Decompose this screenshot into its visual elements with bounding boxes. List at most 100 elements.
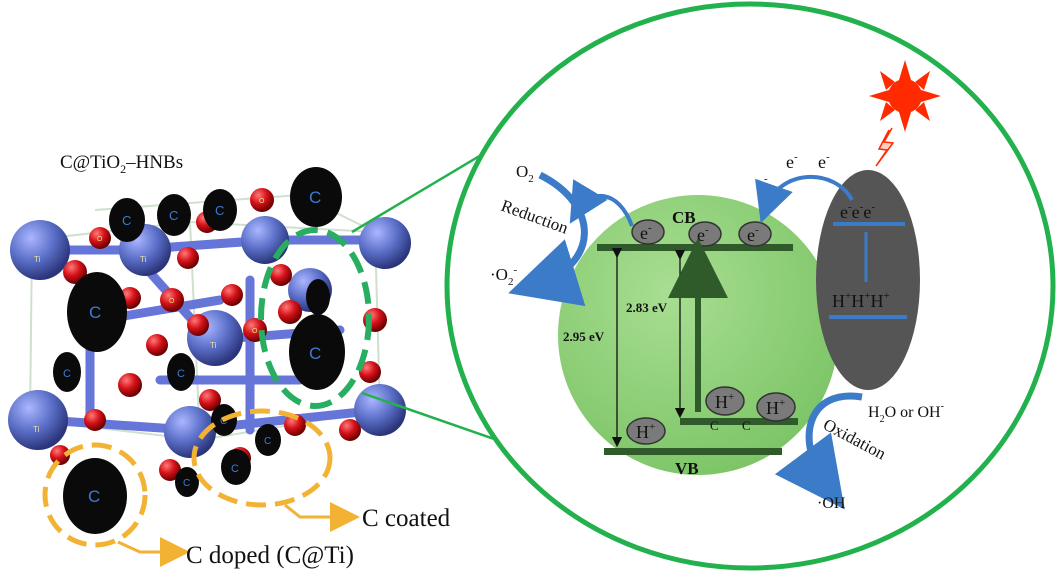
oxygen-atom [146,334,168,356]
mechanism-zoom: CB VB e- e- e- H+ H+ [444,1,1056,571]
carbon-atom: C [175,467,199,497]
model-title: C@TiO2–HNBs [60,152,183,176]
sensitizer-upper-level [833,222,905,226]
svg-text:H+: H+ [766,397,785,418]
svg-text:C: C [264,436,271,447]
ti-atoms: Ti Ti Ti Ti [8,216,411,458]
ti-atom [241,216,289,264]
carbon-atom: C [289,314,345,390]
svg-text:O: O [169,298,175,305]
oxygen-atom [84,409,106,431]
hydroxyl-label: ·OH [817,495,846,512]
ti-atom [164,406,216,458]
cb-to-reduction-arrow [569,179,634,227]
svg-text:C: C [63,368,71,380]
water-label: H2O or OH- [868,401,944,425]
svg-text:Ti: Ti [210,341,217,350]
ti-atom [8,390,68,450]
sensitizer-electrons: e-e-e- [840,201,875,222]
gap-label-inner: 2.83 eV [626,300,668,315]
svg-text:e-: e- [697,224,709,245]
oxygen-atom [278,300,302,324]
svg-text:C: C [122,213,131,228]
oxygen-atoms: O O O O [50,188,387,481]
svg-text:C: C [88,487,100,506]
electron: e- [631,219,665,245]
carbon-atom: C [67,272,127,352]
svg-text:C: C [183,478,190,489]
carbon-atom: C [221,449,251,485]
injected-electron: e- [786,151,798,172]
svg-text:Ti: Ti [34,255,41,264]
vb-label: VB [675,459,699,478]
carbon-atom: C [63,458,127,534]
cb-label: CB [672,208,696,227]
crystal-model: C@TiO2–HNBs [8,152,451,569]
svg-text:O: O [252,328,258,335]
svg-text:Ti: Ti [140,255,147,264]
svg-text:Ti: Ti [33,425,40,434]
carbon-level [680,418,798,425]
electron: e- [738,221,772,247]
oxygen-atom [118,373,142,397]
doped-region-highlight [42,442,148,548]
svg-text:H+: H+ [636,421,655,442]
ti-atom [10,220,70,280]
svg-text:C: C [89,303,101,322]
oxygen-atom [159,459,181,481]
sensitizer-lower-level [829,315,907,319]
svg-text:e-: e- [640,222,652,243]
oxygen-atom [221,284,243,306]
sun-icon [869,60,941,132]
doped-pointer-arrow [117,537,190,567]
injection-arrow [755,175,854,224]
ti-atom [354,384,406,436]
carbon-atom: C [109,198,145,242]
carbon-marker: C [710,418,719,433]
coated-pointer-arrow [284,502,360,532]
svg-text:C: C [177,368,185,380]
injected-electron: e- [818,151,830,172]
carbon-atoms: C C C C C C C [53,167,345,534]
oxygen-atom [177,247,199,269]
carbon-atom: C [53,352,81,392]
oxygen-atom [63,260,87,284]
carbon-marker: C [742,418,751,433]
o2-label: O2 [516,162,534,185]
svg-text:e-: e- [747,224,759,245]
carbon-atom [306,279,330,315]
hole: H+ [626,417,666,445]
oxidation-arrow [774,392,863,510]
oxygen-atom [199,389,221,411]
oxygen-atom [284,414,306,436]
carbon-atom: C [290,167,342,227]
oxygen-atom [89,227,111,249]
svg-text:C: C [231,463,239,475]
hole: H+ [756,392,796,422]
carbon-atom: C [167,353,195,391]
valence-band [604,448,782,455]
svg-text:C: C [169,208,178,223]
svg-text:C: C [309,188,321,207]
oxygen-atom [339,419,361,441]
hole: H+ [705,386,745,416]
sensitizer-holes: H+H+H+ [832,290,890,311]
coated-region-highlight [191,408,333,508]
gap-label-outer: 2.95 eV [563,329,605,344]
svg-text:H+: H+ [715,391,734,412]
carbon-atom: C [203,189,237,231]
oxygen-atom [187,314,209,336]
zoom-region-highlight [258,227,372,409]
svg-text:C: C [215,203,224,218]
ti-atom [359,217,411,269]
svg-text:O: O [259,198,265,205]
oxygen-atom [50,445,70,465]
carbon-atom: C [255,424,281,456]
reduction-arrow [508,171,588,307]
carbon-atom: C [157,194,191,236]
oxygen-atom [250,188,274,212]
oxygen-atom [359,361,381,383]
superoxide-label: ·O2- [490,264,517,288]
oxygen-atom [270,264,292,286]
